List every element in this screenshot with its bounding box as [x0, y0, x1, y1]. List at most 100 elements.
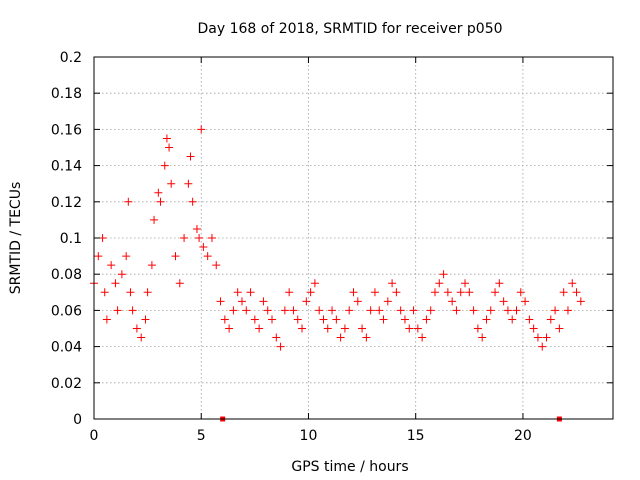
data-point	[409, 306, 418, 315]
chart-title: Day 168 of 2018, SRMTID for receiver p05…	[197, 21, 502, 37]
data-point	[233, 288, 242, 297]
data-point	[413, 324, 422, 333]
data-point	[478, 333, 487, 342]
x-tick-label: 5	[197, 428, 206, 444]
data-point	[353, 297, 362, 306]
data-point	[128, 306, 137, 315]
data-point	[154, 188, 163, 197]
data-point	[306, 288, 315, 297]
data-point	[430, 288, 439, 297]
data-point	[113, 306, 122, 315]
data-point	[332, 315, 341, 324]
data-point	[555, 324, 564, 333]
data-point	[396, 306, 405, 315]
data-point	[473, 324, 482, 333]
data-point	[516, 288, 525, 297]
y-tick-label: 0.04	[51, 340, 82, 356]
data-point	[340, 324, 349, 333]
data-point	[439, 270, 448, 279]
data-point	[576, 297, 585, 306]
data-point	[147, 261, 156, 270]
data-point	[199, 243, 208, 252]
data-point	[180, 234, 189, 242]
data-point	[207, 234, 216, 242]
data-point	[293, 315, 302, 324]
y-tick-label: 0	[73, 412, 82, 428]
data-point	[563, 306, 572, 315]
data-point	[242, 306, 251, 315]
data-point	[336, 333, 345, 342]
data-point	[358, 324, 367, 333]
data-points	[90, 125, 585, 422]
data-point	[197, 125, 206, 134]
data-point	[94, 252, 103, 261]
data-point	[323, 324, 332, 333]
x-tick-label: 0	[90, 428, 99, 444]
y-tick-label: 0.18	[51, 86, 82, 102]
data-point	[124, 197, 133, 206]
data-point	[551, 306, 560, 315]
data-point	[418, 333, 427, 342]
data-point	[143, 288, 152, 297]
x-tick-label: 15	[407, 428, 425, 444]
data-point	[285, 288, 294, 297]
data-point	[469, 306, 478, 315]
data-point	[263, 306, 272, 315]
data-point	[495, 279, 504, 288]
y-tick-label: 0.02	[51, 376, 82, 392]
data-point	[250, 315, 259, 324]
data-point	[422, 315, 431, 324]
data-point	[538, 342, 547, 351]
data-point	[268, 315, 277, 324]
data-point	[508, 315, 517, 324]
data-point	[568, 279, 577, 288]
data-point	[400, 315, 409, 324]
data-point	[379, 315, 388, 324]
data-point	[237, 297, 246, 306]
data-point	[499, 297, 508, 306]
y-tick-label: 0.08	[51, 267, 82, 283]
axis-ticks	[93, 56, 613, 420]
data-point	[328, 306, 337, 315]
y-tick-label: 0.2	[60, 50, 82, 66]
data-point	[392, 288, 401, 297]
data-point	[111, 279, 120, 288]
data-point	[572, 288, 581, 297]
data-point	[448, 297, 457, 306]
y-tick-labels: 0 0.02 0.04 0.06 0.08 0.1 0.12 0.14 0.16 0.18 0.2	[51, 50, 82, 428]
data-point	[203, 252, 212, 261]
data-point	[100, 288, 109, 297]
data-point	[362, 333, 371, 342]
data-point	[107, 261, 116, 270]
data-point	[156, 197, 165, 206]
data-point	[141, 315, 150, 324]
data-point	[167, 179, 176, 188]
y-tick-label: 0.12	[51, 195, 82, 211]
data-point	[122, 252, 131, 261]
data-point	[525, 315, 534, 324]
y-tick-label: 0.14	[51, 159, 82, 175]
data-point	[212, 261, 221, 270]
data-point	[388, 279, 397, 288]
data-point	[175, 279, 184, 288]
data-point	[486, 306, 495, 315]
data-point	[186, 152, 195, 161]
data-point	[443, 288, 452, 297]
data-point	[456, 288, 465, 297]
data-point	[426, 306, 435, 315]
data-point	[452, 306, 461, 315]
data-point	[302, 297, 311, 306]
data-point	[246, 288, 255, 297]
data-point	[220, 315, 229, 324]
data-point	[542, 333, 551, 342]
data-point	[375, 306, 384, 315]
data-point	[272, 333, 281, 342]
y-tick-label: 0.16	[51, 122, 82, 138]
data-point	[435, 279, 444, 288]
data-point	[280, 306, 289, 315]
data-point	[171, 252, 180, 261]
data-point	[482, 315, 491, 324]
x-tick-label: 10	[300, 428, 318, 444]
data-point	[533, 333, 542, 342]
